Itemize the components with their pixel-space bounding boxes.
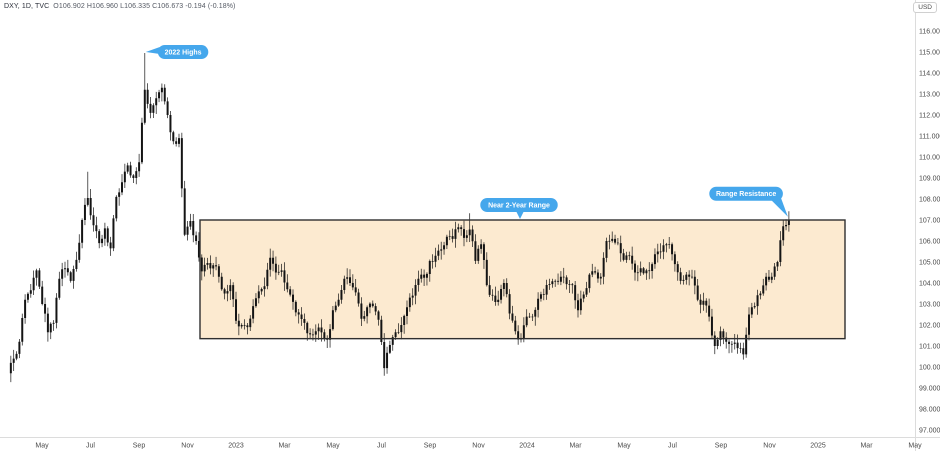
price-tick-label: 100.000 (919, 364, 940, 371)
price-tick-label: 108.000 (919, 196, 940, 203)
price-tick-label: 102.000 (919, 322, 940, 329)
time-tick-label: Sep (715, 443, 728, 450)
price-tick-label: 104.000 (919, 280, 940, 287)
callout-label: Range Resistance (716, 191, 776, 198)
price-tick-label: 116.000 (919, 28, 940, 35)
time-tick-label: Nov (472, 443, 485, 450)
time-tick-label: Mar (860, 443, 873, 450)
symbol-description: DXY, 1D, TVC (4, 3, 50, 10)
price-tick-label: 113.000 (919, 91, 940, 98)
price-tick-label: 97.000 (919, 427, 940, 434)
time-tick-label: Nov (181, 443, 194, 450)
time-tick-label: Jul (86, 443, 95, 450)
time-tick-label: 2023 (228, 443, 244, 450)
time-tick-label: May (326, 443, 340, 450)
time-tick-label: May (35, 443, 49, 450)
price-tick-label: 98.000 (919, 406, 940, 413)
time-tick-label: Mar (278, 443, 291, 450)
price-tick-label: 114.000 (919, 70, 940, 77)
time-tick-label: 2025 (810, 443, 826, 450)
currency-usd-badge[interactable]: USD (913, 2, 937, 13)
time-tick-label: May (617, 443, 631, 450)
ohlc-values: O106.902 H106.960 L106.335 C106.673 -0.1… (53, 3, 236, 10)
price-tick-label: 103.000 (919, 301, 940, 308)
price-tick-label: 109.000 (919, 175, 940, 182)
time-tick-label: May (908, 443, 922, 450)
price-tick-label: 115.000 (919, 49, 940, 56)
callout-label: Near 2-Year Range (488, 202, 550, 209)
callout-near-2-year-range[interactable]: Near 2-Year Range (480, 198, 558, 219)
ohlc-legend[interactable]: DXY, 1D, TVC O106.902 H106.960 L106.335 C… (4, 3, 235, 10)
price-tick-label: 101.000 (919, 343, 940, 350)
time-axis[interactable]: May Jul Sep Nov 2023 Mar May Jul Sep Nov 2024 Mar Ma… (35, 443, 922, 450)
callout-2022-highs[interactable]: 2022 Highs (145, 45, 209, 60)
price-tick-label: 110.000 (919, 154, 940, 161)
price-tick-label: 111.000 (919, 133, 940, 140)
candlestick-series[interactable] (9, 53, 790, 383)
callout-label: 2022 Highs (165, 49, 202, 56)
price-axis[interactable]: 116.000 115.000 114.000 113.000 112.000 111.0… (919, 28, 940, 434)
time-tick-label: Sep (133, 443, 146, 450)
price-tick-label: 106.000 (919, 238, 940, 245)
price-tick-label: 105.000 (919, 259, 940, 266)
time-tick-label: Jul (668, 443, 677, 450)
range-box-fill[interactable] (200, 220, 845, 339)
price-tick-label: 112.000 (919, 112, 940, 119)
time-tick-label: 2024 (519, 443, 535, 450)
range-box-border[interactable] (199, 219, 846, 340)
time-tick-label: Sep (424, 443, 437, 450)
time-tick-label: Jul (377, 443, 386, 450)
price-tick-label: 107.000 (919, 217, 940, 224)
time-tick-label: Nov (763, 443, 776, 450)
callout-range-resistance[interactable]: Range Resistance (709, 186, 788, 217)
price-tick-label: 99.000 (919, 385, 940, 392)
time-tick-label: Mar (569, 443, 582, 450)
